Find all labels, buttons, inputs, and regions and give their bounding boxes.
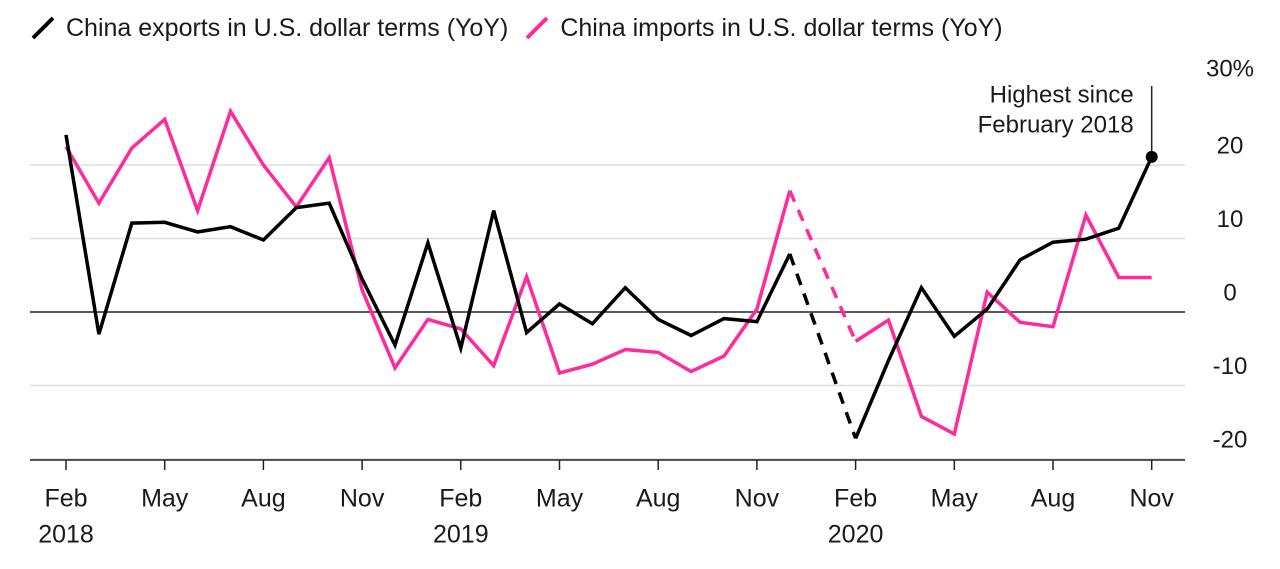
- y-tick-label: 30%: [1206, 55, 1254, 82]
- x-tick-label: Aug: [636, 485, 680, 513]
- exports-line-2020: [853, 156, 1154, 440]
- legend-swatch-imports-icon: [525, 16, 549, 40]
- legend-label-imports: China imports in U.S. dollar terms (YoY): [560, 13, 1003, 42]
- legend-label-exports: China exports in U.S. dollar terms (YoY): [66, 13, 509, 42]
- annotation-text: Highest since: [990, 81, 1134, 108]
- x-tick-label: Nov: [1129, 485, 1174, 513]
- x-tick-year-label: 2020: [828, 521, 884, 549]
- y-tick-label: 0: [1223, 279, 1236, 306]
- x-tick-year-label: 2018: [38, 521, 94, 549]
- y-tick-label: -20: [1213, 426, 1248, 453]
- imports-line-2020: [854, 210, 1152, 437]
- x-tick-label: Aug: [1031, 485, 1075, 513]
- x-tick-label: Feb: [834, 485, 877, 513]
- x-tick-year-label: 2019: [433, 521, 489, 549]
- annotation-marker: [1145, 150, 1158, 163]
- y-tick-label: -10: [1213, 353, 1248, 380]
- x-tick-label: Nov: [340, 485, 385, 513]
- x-tick-label: Feb: [44, 485, 87, 513]
- exports-line-2018-2019: [64, 134, 792, 355]
- x-tick-label: Feb: [439, 485, 482, 513]
- imports-line-2018-2019: [64, 107, 792, 376]
- x-tick-label: May: [141, 485, 189, 513]
- x-tick-label: Nov: [735, 485, 780, 513]
- annotation-text: February 2018: [978, 111, 1134, 138]
- legend-item-exports: China exports in U.S. dollar terms (YoY): [28, 13, 508, 43]
- x-tick-label: May: [536, 485, 584, 513]
- legend: China exports in U.S. dollar terms (YoY)…: [28, 8, 1017, 48]
- legend-swatch-exports-icon: [31, 16, 55, 40]
- x-tick-label: Aug: [241, 485, 285, 513]
- exports-line-dashed-gap: [788, 253, 858, 440]
- x-tick-label: May: [931, 485, 979, 513]
- y-tick-label: 20: [1217, 132, 1244, 159]
- legend-item-imports: China imports in U.S. dollar terms (YoY): [522, 13, 1003, 43]
- y-tick-label: 10: [1217, 206, 1244, 233]
- imports-line-dashed-gap: [788, 190, 858, 343]
